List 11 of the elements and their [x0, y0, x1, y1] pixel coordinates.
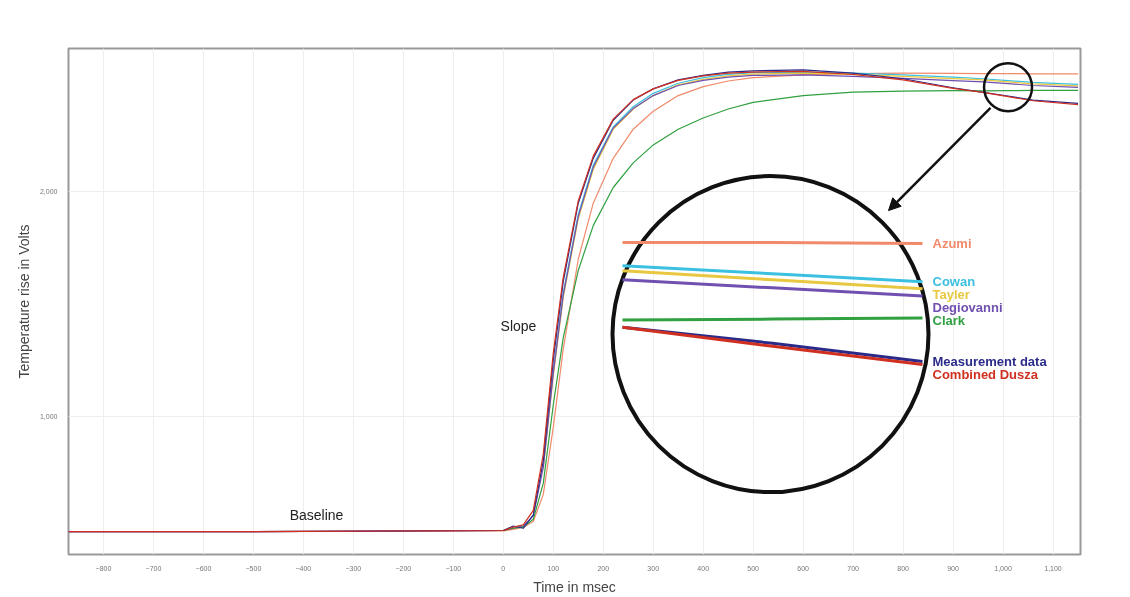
text: Cowan [932, 274, 976, 290]
x-axis-title: Time in msec [533, 578, 616, 595]
annotation: Slope [500, 318, 537, 335]
line-series [502, 89, 1079, 532]
text: Tayler [932, 287, 970, 303]
text: Measurement data [932, 353, 1048, 369]
text: Combined Dusza [932, 366, 1039, 382]
text: Azumi [932, 236, 972, 252]
y-axis-title: Temperature rise in Volts [15, 224, 32, 379]
text: Degiovanni [932, 300, 1003, 316]
annotation: Baseline [289, 506, 344, 523]
